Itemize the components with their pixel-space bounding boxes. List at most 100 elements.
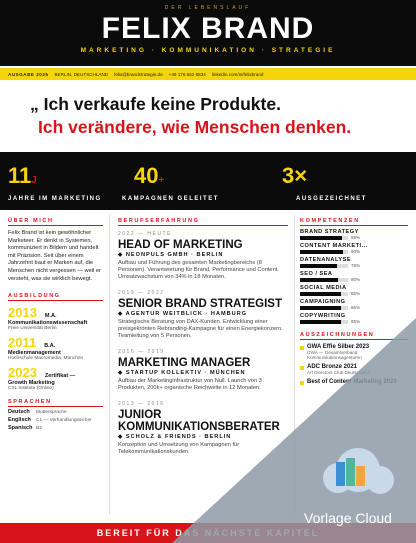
contact-item: BERLIN, DEUTSCHLAND — [54, 71, 109, 77]
award: GWA Effie Silber 2023 GWA — Gesamtverband… — [300, 344, 408, 360]
skill-row: 80% — [300, 277, 408, 282]
skill: DATENANALYSE 78% — [300, 257, 408, 268]
section-heading: AUSZEICHNUNGEN — [300, 332, 408, 340]
section-heading: AUSBILDUNG — [8, 293, 103, 302]
stat-suffix: J — [31, 175, 37, 186]
divider — [109, 215, 110, 515]
skill-list: BRAND STRATEGY 88% CONTENT MARKETI... 90% DA… — [300, 229, 408, 324]
education-item: 2023 Zertifikat — Growth Marketing CXL Inst… — [8, 365, 103, 391]
education-list: 2013 M.A. Kommunikationswissenschaft Freie … — [8, 305, 103, 391]
job-period: 2016 — 2019 — [118, 349, 165, 355]
stat-number: 3× — [282, 163, 308, 188]
contact-item: +49 176 552 8834 — [168, 71, 206, 77]
job-company: ◆ STARTUP KOLLEKTIV · MÜNCHEN — [118, 370, 246, 376]
job-company: ◆ AGENTUR WEITBLICK · HAMBURG — [118, 311, 248, 317]
skill-track — [300, 277, 348, 282]
job: 2013 — 2016 JUNIOR KOMMUNIKATIONSBERATER ◆… — [118, 401, 288, 456]
skill: COPYWRITING 85% — [300, 313, 408, 324]
stat-value: 40 — [134, 163, 159, 188]
skill-track — [300, 291, 348, 296]
job-period: 2013 — 2016 — [118, 401, 165, 407]
section-heading: KOMPETENZEN — [300, 218, 408, 226]
job-title: MARKETING MANAGER — [118, 357, 251, 369]
education-subject: Growth Marketing — [8, 380, 55, 387]
skill: BRAND STRATEGY 88% — [300, 229, 408, 240]
tagline: MARKETING · KOMMUNIKATION · STRATEGIE — [80, 47, 336, 54]
skill: CONTENT MARKETI... 90% — [300, 243, 408, 254]
skill-bar — [300, 277, 339, 282]
skill-track — [300, 263, 348, 268]
kicker: DER LEBENSLAUF — [164, 5, 252, 11]
job-text: Aufbau der Marketinginfrastruktur von Nu… — [118, 378, 262, 391]
award-marker — [300, 346, 304, 350]
skill-name: SEO / SEA — [300, 271, 333, 277]
job-period: 2019 — 2022 — [118, 290, 165, 296]
stats-band — [0, 152, 416, 210]
stat-label: JAHRE IM MARKETING — [8, 196, 102, 202]
education-year: 2023 — [8, 365, 37, 381]
section-heading: BERUFSERFAHRUNG — [118, 218, 288, 226]
skill: CAMPAIGNING 86% — [300, 299, 408, 310]
stat-label: KAMPAGNEN GELEITET — [122, 196, 219, 202]
education-school: Freie Universität Berlin — [8, 326, 57, 332]
job-company: ◆ SCHOLZ & FRIENDS · BERLIN — [118, 434, 232, 440]
quote-line: Ich verändere, wie Menschen denken. — [38, 117, 352, 137]
skill-row: 86% — [300, 305, 408, 310]
language-name: Englisch — [8, 417, 31, 424]
skill-track — [300, 319, 348, 324]
skill-track — [300, 305, 348, 310]
skill-name: COPYWRITING — [300, 313, 346, 319]
education-subject: Kommunikationswissenschaft — [8, 320, 88, 327]
education-school: CXL Institute (Online) — [8, 386, 54, 392]
header — [0, 0, 416, 66]
job-text: Aufbau und Führung des gesamten Marketin… — [118, 260, 279, 280]
contact-item: felix@brandstrategie.de — [114, 71, 163, 77]
skill-row: 88% — [300, 235, 408, 240]
award-title: ADC Bronze 2021 — [307, 364, 358, 370]
job-title: JUNIOR KOMMUNIKATIONSBERATER — [118, 409, 280, 433]
left-column: ÜBER MICH Felix Brand ist kein gewöhnlic… — [8, 218, 103, 431]
award-org: GWA — Gesamtverband Kommunikationsagentu… — [307, 350, 362, 360]
edition: AUSGABE 2025 — [8, 71, 49, 77]
skill-label: 86% — [351, 305, 361, 310]
education-year: 2011 — [8, 335, 37, 351]
education-item: 2013 M.A. Kommunikationswissenschaft Freie … — [8, 305, 103, 331]
skill-label: 88% — [351, 235, 361, 240]
language-item: Spanisch B2 — [8, 425, 103, 431]
education-school: Hochschule Macromedia, München — [8, 356, 84, 362]
language-level: Muttersprache — [36, 410, 67, 416]
job-company: ◆ NEONPULS GMBH · BERLIN — [118, 252, 224, 258]
skill-name: DATENANALYSE — [300, 257, 352, 263]
education-head: 2011 B.A. — [8, 335, 103, 350]
skill-name: SOCIAL MEDIA — [300, 285, 347, 291]
skill-label: 85% — [351, 291, 361, 296]
job: 2019 — 2022 SENIOR BRAND STRATEGIST ◆ AGEN… — [118, 290, 288, 340]
stat-number: 11J — [8, 163, 37, 189]
contact-bar: AUSGABE 2025 BERLIN, DEUTSCHLAND felix@b… — [0, 68, 416, 80]
stat-value: 11 — [8, 163, 32, 188]
award-marker — [300, 381, 304, 385]
job-text: Konzeption und Umsetzung von Kampagnen f… — [118, 442, 240, 455]
skill-row: 90% — [300, 249, 408, 254]
right-column: KOMPETENZEN BRAND STRATEGY 88% CONTENT MAR… — [300, 218, 408, 385]
language-item: Englisch C1 — Verhandlungssicher — [8, 417, 103, 423]
job: 2016 — 2019 MARKETING MANAGER ◆ STARTUP KO… — [118, 349, 288, 392]
job-text: Strategische Beratung von DAX-Kunden. En… — [118, 319, 283, 339]
skill-bar — [300, 305, 342, 310]
education-head: 2023 Zertifikat — — [8, 365, 103, 380]
skill: SOCIAL MEDIA 85% — [300, 285, 408, 296]
middle-column: BERUFSERFAHRUNG 2022 — HEUTE HEAD OF MARK… — [118, 218, 288, 456]
skill-bar — [300, 235, 343, 240]
language-level: C1 — Verhandlungssicher — [36, 418, 92, 424]
quote-line: „ Ich verkaufe keine Produkte. — [30, 94, 281, 114]
job-title: SENIOR BRAND STRATEGIST — [118, 298, 282, 310]
skill-label: 80% — [351, 277, 361, 282]
education-degree: B.A. — [44, 343, 56, 350]
name: FELIX BRAND — [101, 12, 315, 45]
education-degree: M.A. — [44, 313, 57, 320]
skill: SEO / SEA 80% — [300, 271, 408, 282]
divider — [294, 215, 295, 515]
skill-row: 78% — [300, 263, 408, 268]
